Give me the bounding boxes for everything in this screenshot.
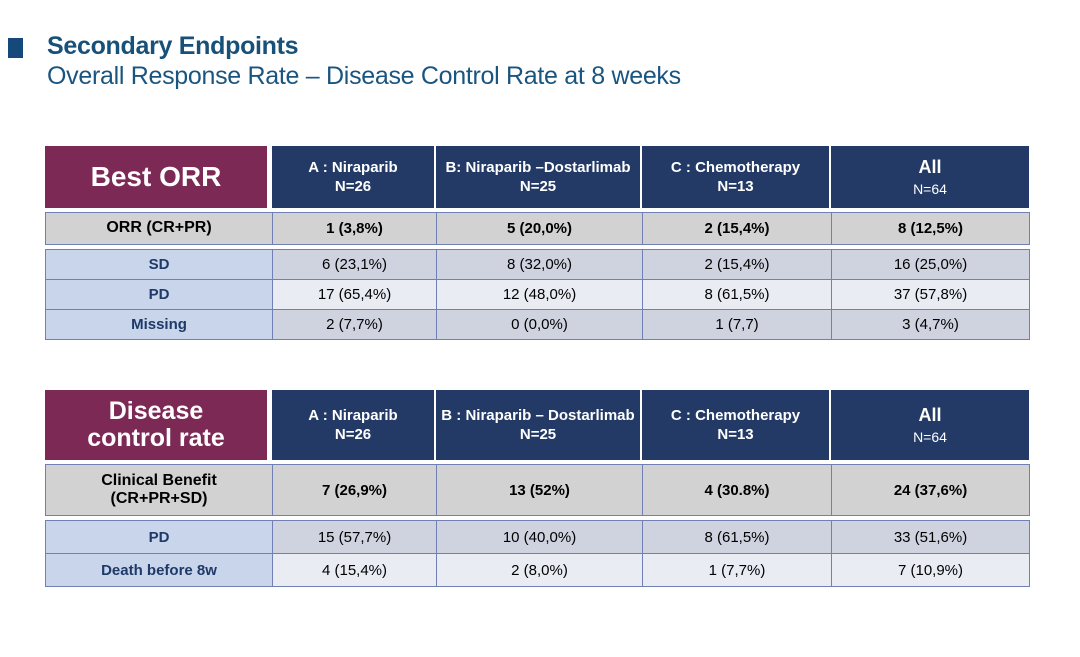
data-cell: 1 (7,7%) bbox=[642, 553, 832, 587]
table-row-missing: Missing 2 (7,7%) 0 (0,0%) 1 (7,7) 3 (4,7… bbox=[45, 309, 1030, 340]
table-title: Best ORR bbox=[90, 160, 222, 192]
dcr-bold-row-table: Clinical Benefit (CR+PR+SD) 7 (26,9%) 13… bbox=[45, 464, 1030, 516]
table-row-clinical-benefit: Clinical Benefit (CR+PR+SD) 7 (26,9%) 13… bbox=[45, 464, 1030, 516]
best-orr-title-cell: Best ORR bbox=[45, 146, 272, 208]
data-cell: 8 (61,5%) bbox=[642, 520, 832, 554]
dcr-header-row: Disease control rate A : Niraparib N=26 … bbox=[45, 390, 1029, 460]
column-header-line2: N=13 bbox=[717, 426, 754, 443]
data-cell: 5 (20,0%) bbox=[436, 212, 643, 245]
data-cell: 8 (61,5%) bbox=[642, 279, 832, 310]
data-cell: 4 (30.8%) bbox=[642, 464, 832, 516]
column-header-all: All N=64 bbox=[831, 390, 1029, 460]
column-header-arm-a: A : Niraparib N=26 bbox=[272, 146, 436, 208]
column-header-all: All N=64 bbox=[831, 146, 1029, 208]
best-orr-sub-rows-table: SD 6 (23,1%) 8 (32,0%) 2 (15,4%) 16 (25,… bbox=[45, 249, 1030, 340]
row-label-line1: Clinical Benefit bbox=[101, 471, 217, 489]
table-row-orr: ORR (CR+PR) 1 (3,8%) 5 (20,0%) 2 (15,4%)… bbox=[45, 212, 1030, 245]
row-label: ORR (CR+PR) bbox=[45, 212, 273, 245]
data-cell: 7 (10,9%) bbox=[831, 553, 1030, 587]
row-label: Missing bbox=[45, 309, 273, 340]
column-header-arm-c: C : Chemotherapy N=13 bbox=[642, 146, 831, 208]
table-row-pd: PD 15 (57,7%) 10 (40,0%) 8 (61,5%) 33 (5… bbox=[45, 520, 1030, 554]
row-label: Clinical Benefit (CR+PR+SD) bbox=[45, 464, 273, 516]
data-cell: 15 (57,7%) bbox=[272, 520, 437, 554]
table-title-line1: Disease bbox=[108, 396, 204, 425]
page-title: Secondary Endpoints bbox=[47, 32, 299, 60]
data-cell: 16 (25,0%) bbox=[831, 249, 1030, 280]
data-cell: 2 (15,4%) bbox=[642, 249, 832, 280]
data-cell: 1 (3,8%) bbox=[272, 212, 437, 245]
data-cell: 7 (26,9%) bbox=[272, 464, 437, 516]
table-title-line2: control rate bbox=[87, 424, 225, 452]
data-cell: 33 (51,6%) bbox=[831, 520, 1030, 554]
data-cell: 0 (0,0%) bbox=[436, 309, 643, 340]
data-cell: 4 (15,4%) bbox=[272, 553, 437, 587]
column-header-line1: C : Chemotherapy bbox=[670, 406, 801, 424]
table-row-sd: SD 6 (23,1%) 8 (32,0%) 2 (15,4%) 16 (25,… bbox=[45, 249, 1030, 280]
row-label: PD bbox=[45, 279, 273, 310]
column-header-line2: N=64 bbox=[913, 428, 947, 445]
data-cell: 2 (15,4%) bbox=[642, 212, 832, 245]
data-cell: 1 (7,7) bbox=[642, 309, 832, 340]
column-header-line1: A : Niraparib bbox=[308, 158, 398, 176]
row-label-line2: (CR+PR+SD) bbox=[110, 490, 208, 507]
column-header-line1: C : Chemotherapy bbox=[670, 158, 801, 176]
column-header-line1: B: Niraparib –Dostarlimab bbox=[445, 158, 631, 176]
data-cell: 6 (23,1%) bbox=[272, 249, 437, 280]
dcr-sub-rows-table: PD 15 (57,7%) 10 (40,0%) 8 (61,5%) 33 (5… bbox=[45, 520, 1030, 587]
column-header-line2: N=26 bbox=[334, 178, 372, 195]
data-cell: 12 (48,0%) bbox=[436, 279, 643, 310]
data-cell: 8 (12,5%) bbox=[831, 212, 1030, 245]
disease-control-rate-table: Disease control rate A : Niraparib N=26 … bbox=[45, 390, 1030, 587]
row-label: Death before 8w bbox=[45, 553, 273, 587]
column-header-arm-b: B : Niraparib – Dostarlimab N=25 bbox=[436, 390, 642, 460]
row-label: PD bbox=[45, 520, 273, 554]
column-header-line1: All bbox=[918, 405, 942, 426]
column-header-line2: N=25 bbox=[519, 178, 557, 195]
table-row-death-before-8w: Death before 8w 4 (15,4%) 2 (8,0%) 1 (7,… bbox=[45, 553, 1030, 587]
data-cell: 2 (7,7%) bbox=[272, 309, 437, 340]
data-cell: 10 (40,0%) bbox=[436, 520, 643, 554]
data-cell: 37 (57,8%) bbox=[831, 279, 1030, 310]
data-cell: 3 (4,7%) bbox=[831, 309, 1030, 340]
bullet-square-icon bbox=[8, 38, 23, 58]
data-cell: 13 (52%) bbox=[436, 464, 643, 516]
data-cell: 17 (65,4%) bbox=[272, 279, 437, 310]
column-header-line2: N=26 bbox=[334, 426, 372, 443]
row-label: SD bbox=[45, 249, 273, 280]
best-orr-header-row: Best ORR A : Niraparib N=26 B: Niraparib… bbox=[45, 146, 1029, 208]
column-header-arm-a: A : Niraparib N=26 bbox=[272, 390, 436, 460]
best-orr-table: Best ORR A : Niraparib N=26 B: Niraparib… bbox=[45, 146, 1030, 340]
table-row-pd: PD 17 (65,4%) 12 (48,0%) 8 (61,5%) 37 (5… bbox=[45, 279, 1030, 310]
data-cell: 8 (32,0%) bbox=[436, 249, 643, 280]
data-cell: 24 (37,6%) bbox=[831, 464, 1030, 516]
dcr-title-cell: Disease control rate bbox=[45, 390, 272, 460]
column-header-arm-b: B: Niraparib –Dostarlimab N=25 bbox=[436, 146, 642, 208]
column-header-line2: N=25 bbox=[519, 426, 557, 443]
data-cell: 2 (8,0%) bbox=[436, 553, 643, 587]
column-header-line1: All bbox=[918, 157, 942, 178]
column-header-arm-c: C : Chemotherapy N=13 bbox=[642, 390, 831, 460]
column-header-line1: A : Niraparib bbox=[308, 406, 398, 424]
column-header-line2: N=64 bbox=[913, 180, 947, 197]
column-header-line1: B : Niraparib – Dostarlimab bbox=[441, 406, 635, 424]
best-orr-bold-row-table: ORR (CR+PR) 1 (3,8%) 5 (20,0%) 2 (15,4%)… bbox=[45, 212, 1030, 245]
page-subtitle: Overall Response Rate – Disease Control … bbox=[47, 62, 681, 90]
column-header-line2: N=13 bbox=[717, 178, 754, 195]
